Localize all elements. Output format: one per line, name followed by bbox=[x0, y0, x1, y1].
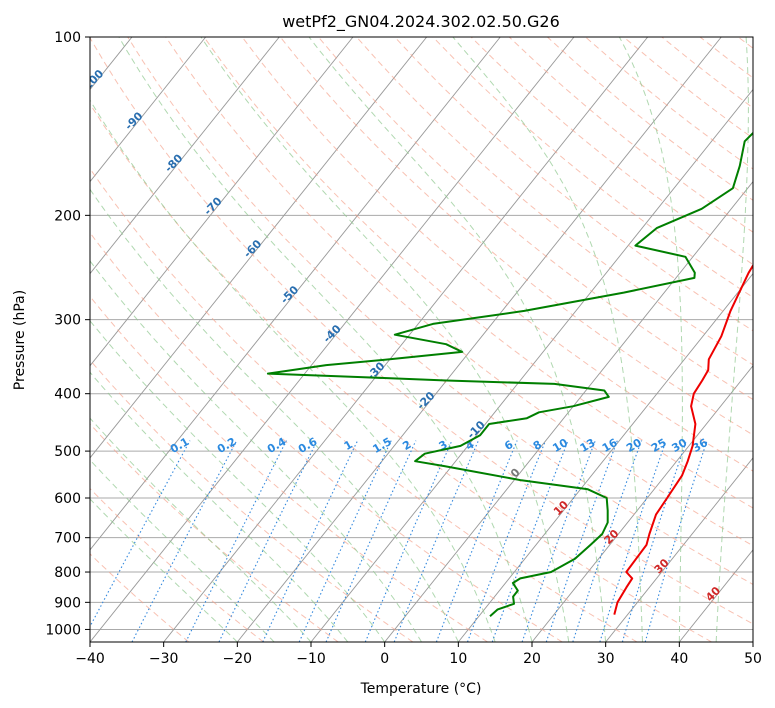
moist-adiabat bbox=[90, 188, 459, 642]
y-axis-label: Pressure (hPa) bbox=[12, 290, 28, 390]
moist-adiabat bbox=[200, 37, 570, 642]
x-axis: −40 −30 −20 −10 0 10 20 30 40 50 bbox=[75, 642, 762, 667]
isotherm-line bbox=[90, 37, 501, 551]
y-tick-label: 800 bbox=[54, 565, 81, 581]
moist-adiabat bbox=[452, 37, 643, 642]
isotherm-line bbox=[531, 365, 753, 642]
x-tick-label: 0 bbox=[380, 651, 389, 667]
dry-adiabat bbox=[90, 359, 414, 642]
y-axis: 100 200 300 400 500 600 700 800 900 1000 bbox=[45, 30, 90, 638]
moist-adiabat bbox=[90, 99, 496, 642]
profile-line bbox=[613, 263, 753, 615]
mixing-ratio-line bbox=[364, 440, 453, 642]
x-tick-label: −10 bbox=[296, 651, 326, 667]
moist-adiabat bbox=[308, 37, 607, 642]
isotherm-line bbox=[90, 37, 354, 367]
dry-adiabat bbox=[165, 37, 753, 547]
isotherm-line bbox=[236, 37, 722, 642]
mixing-ratio-line bbox=[644, 440, 708, 642]
mixing-ratio-line bbox=[599, 440, 667, 642]
dry-adiabat bbox=[318, 37, 753, 401]
y-tick-label: 300 bbox=[54, 313, 81, 329]
dry-adiabat bbox=[90, 423, 339, 642]
x-tick-label: 50 bbox=[744, 651, 762, 667]
profile-line bbox=[266, 131, 753, 617]
dry-adiabat bbox=[203, 37, 753, 509]
dry-adiabat bbox=[90, 231, 563, 642]
mixing-ratio-line bbox=[545, 440, 618, 642]
moist-adiabat bbox=[90, 459, 275, 642]
profiles bbox=[266, 131, 753, 617]
moist-adiabat bbox=[90, 320, 386, 642]
x-tick-label: 30 bbox=[597, 651, 615, 667]
isotherm-line bbox=[384, 180, 753, 642]
y-tick-label: 700 bbox=[54, 531, 81, 547]
moist-adiabat bbox=[715, 37, 749, 642]
dry-adiabat bbox=[90, 37, 753, 625]
mixing-ratio-line bbox=[90, 440, 191, 628]
isotherm-line bbox=[90, 37, 428, 459]
y-tick-label: 900 bbox=[54, 595, 81, 611]
y-tick-label: 500 bbox=[54, 444, 81, 460]
mixing-ratio-line bbox=[621, 440, 687, 642]
x-tick-label: −20 bbox=[223, 651, 253, 667]
x-axis-label: Temperature (°C) bbox=[360, 681, 482, 697]
mixing-ratio-line bbox=[298, 440, 392, 642]
mixing-ratio-line bbox=[185, 440, 287, 642]
x-tick-label: 10 bbox=[449, 651, 467, 667]
x-tick-label: 20 bbox=[523, 651, 541, 667]
dry-adiabat bbox=[90, 295, 488, 642]
y-tick-label: 600 bbox=[54, 491, 81, 507]
isotherm-line bbox=[90, 37, 280, 275]
background-lines bbox=[90, 37, 753, 642]
dry-adiabat bbox=[356, 37, 753, 366]
isotherm-line bbox=[90, 37, 207, 183]
x-tick-label: −30 bbox=[149, 651, 179, 667]
dry-adiabat bbox=[90, 103, 712, 642]
moist-adiabat bbox=[90, 498, 238, 642]
x-tick-label: 40 bbox=[670, 651, 688, 667]
chart-title: wetPf2_GN04.2024.302.02.50.G26 bbox=[282, 12, 560, 32]
y-tick-label: 100 bbox=[54, 30, 81, 46]
y-tick-label: 1000 bbox=[45, 622, 81, 638]
mixing-ratio-line bbox=[393, 440, 479, 642]
y-tick-label: 400 bbox=[54, 387, 81, 403]
dry-adiabat bbox=[127, 37, 753, 586]
isotherm-line bbox=[605, 457, 753, 642]
plot-frame bbox=[89, 36, 754, 643]
y-tick-label: 200 bbox=[54, 208, 81, 224]
mixing-ratio-line bbox=[218, 440, 318, 642]
dry-adiabat bbox=[90, 553, 190, 642]
x-tick-label: −40 bbox=[75, 651, 105, 667]
moist-adiabat bbox=[90, 371, 349, 642]
isotherm-line bbox=[163, 37, 649, 642]
dry-adiabat bbox=[90, 167, 638, 642]
moist-adiabat bbox=[90, 260, 422, 642]
moist-adiabat bbox=[118, 37, 533, 642]
mixing-ratio-line bbox=[325, 440, 417, 642]
mixing-ratio-line bbox=[491, 440, 569, 642]
isotherm-line bbox=[457, 272, 753, 642]
